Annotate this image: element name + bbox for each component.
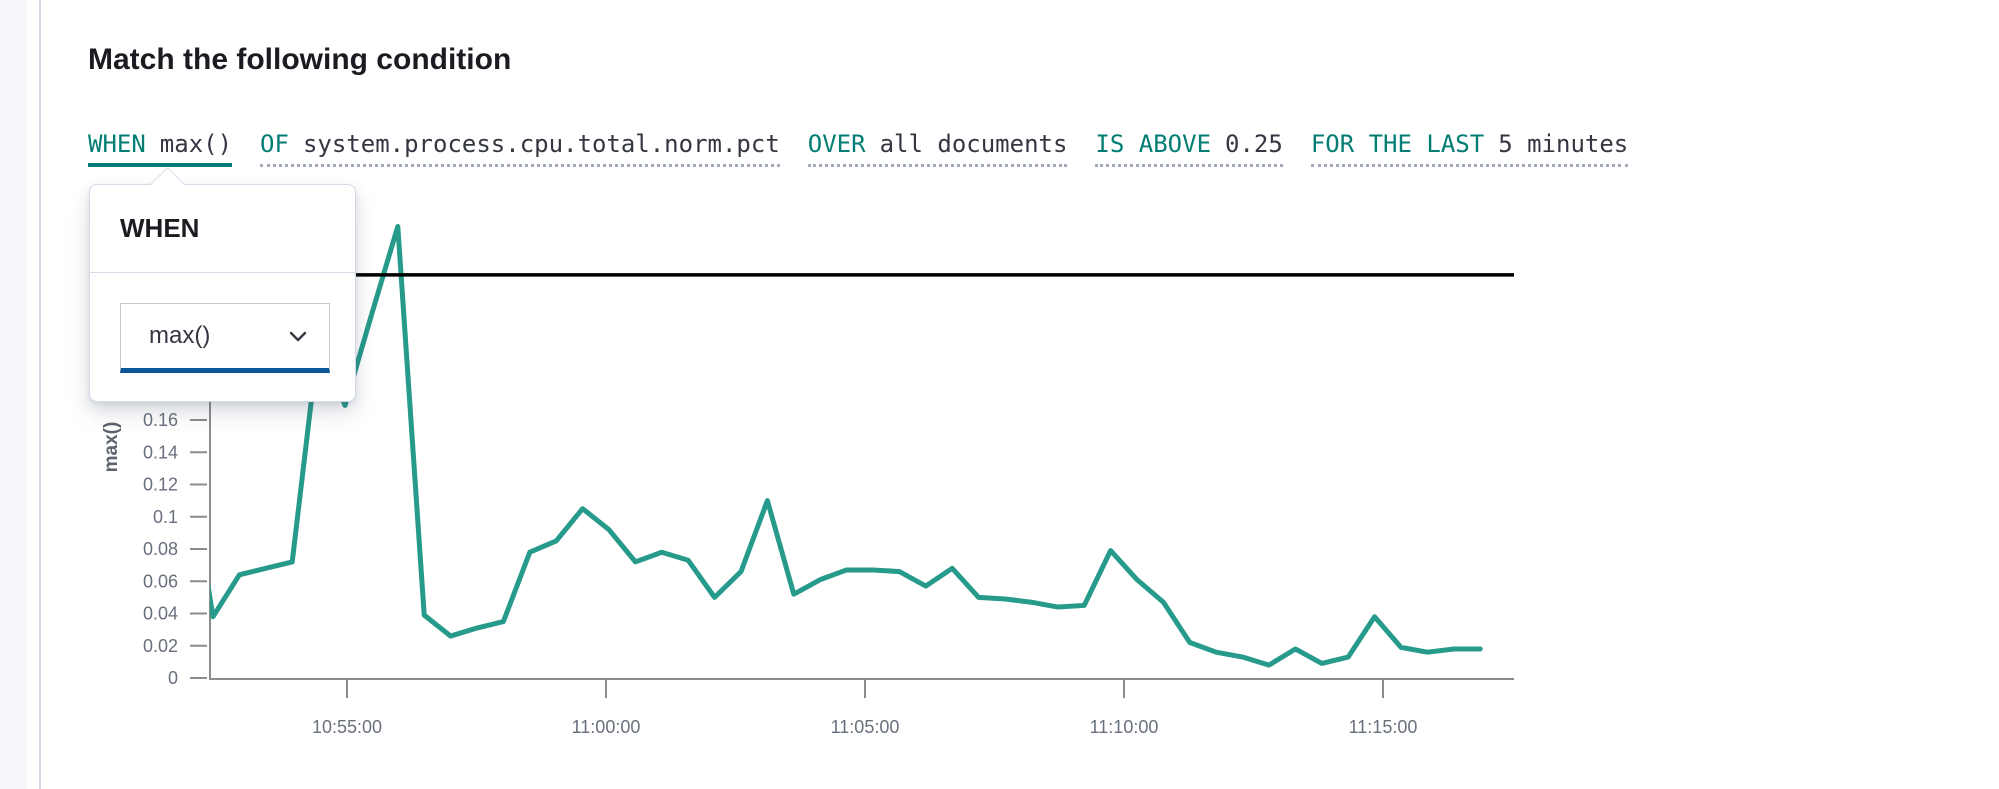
expression-value: 0.25 (1225, 130, 1283, 158)
panel-left-border (39, 0, 41, 789)
x-axis-tick-label: 11:15:00 (1349, 717, 1418, 737)
x-axis-tick-label: 11:00:00 (572, 717, 641, 737)
alert-condition-expression: WHEN max() OF system.process.cpu.total.nor… (88, 130, 1629, 167)
page-left-margin (0, 0, 27, 789)
y-axis-tick-label: 0.16 (143, 410, 178, 430)
y-axis-tick-label: 0.08 (143, 539, 178, 559)
expression-when-aggregation[interactable]: WHEN max() (88, 130, 233, 167)
expression-keyword: WHEN (88, 130, 146, 158)
y-axis-tick-label: 0 (168, 668, 178, 688)
metric-series-line (210, 224, 1483, 668)
y-axis-title: max() (101, 422, 122, 473)
aggregation-type-select[interactable]: max() (120, 303, 330, 373)
expression-over-grouping[interactable]: OVER all documents (807, 130, 1068, 167)
expression-threshold[interactable]: IS ABOVE 0.25 (1095, 130, 1283, 167)
popover-body: max() (90, 273, 355, 403)
expression-time-window[interactable]: FOR THE LAST 5 minutes (1310, 130, 1629, 167)
y-axis-tick-label: 0.1 (153, 507, 178, 527)
expression-value: 5 minutes (1498, 130, 1629, 158)
y-axis-tick-label: 0.06 (143, 571, 178, 591)
y-axis-tick-label: 0.14 (143, 442, 178, 462)
x-axis-tick-label: 11:10:00 (1090, 717, 1159, 737)
when-aggregation-popover: WHEN max() (89, 166, 356, 403)
x-axis-tick-label: 10:55:00 (312, 717, 382, 737)
y-axis-tick-label: 0.12 (143, 475, 178, 495)
y-axis-tick-label: 0.02 (143, 636, 178, 656)
aggregation-type-value: max() (149, 322, 211, 349)
x-axis-tick-label: 11:05:00 (831, 717, 900, 737)
expression-value: all documents (879, 130, 1068, 158)
expression-keyword: OVER (807, 130, 866, 158)
expression-value: system.process.cpu.total.norm.pct (302, 130, 780, 158)
popover-title: WHEN (90, 185, 355, 273)
expression-value: max() (159, 130, 233, 158)
expression-of-field[interactable]: OF system.process.cpu.total.norm.pct (260, 130, 780, 167)
chevron-down-icon (287, 325, 309, 347)
expression-keyword: OF (260, 130, 289, 158)
y-axis-tick-label: 0.04 (143, 604, 178, 624)
page-title: Match the following condition (88, 43, 512, 76)
expression-keyword: IS ABOVE (1095, 130, 1212, 158)
expression-keyword: FOR THE LAST (1310, 130, 1485, 158)
